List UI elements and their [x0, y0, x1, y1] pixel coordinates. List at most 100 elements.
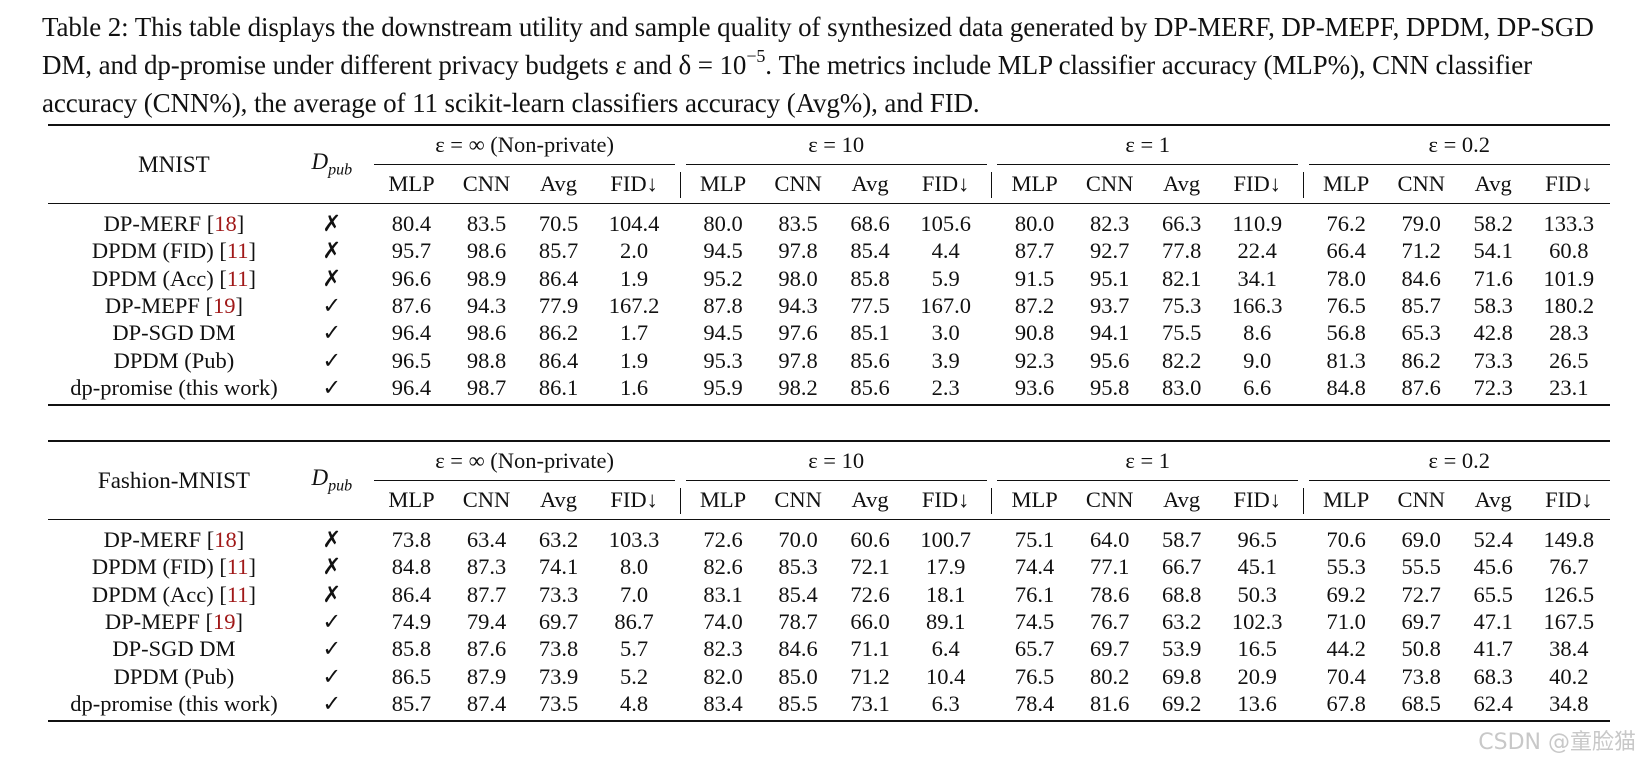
metric-value: 104.4	[608, 211, 660, 237]
metric-value: 79.4	[466, 609, 507, 635]
metric-value: 75.5	[1161, 320, 1202, 346]
metric-value: 86.4	[538, 265, 579, 291]
metric-value: 69.7	[538, 609, 579, 635]
table-row: DPDM (FID) [11] ✗ 95.7 98.6 85.7 2.0 94.5 97.8 8…	[48, 237, 1610, 264]
citation-link[interactable]: 11	[226, 554, 249, 580]
metric-value: 68.6	[850, 211, 890, 237]
metric-value: 6.6	[1243, 374, 1272, 400]
metric-header: MLP	[1011, 171, 1058, 196]
results-table: Fashion-MNIST Dpub ε = ∞ (Non-private) ε = …	[48, 440, 1610, 722]
metric-value: 105.6	[920, 211, 971, 237]
metric-value: 77.9	[538, 293, 579, 319]
metric-value: 86.1	[538, 374, 579, 400]
metric-value: 95.9	[703, 374, 743, 400]
metric-value: 23.1	[1549, 374, 1589, 400]
metric-value: 3.0	[931, 320, 960, 346]
metric-value: 95.8	[1089, 374, 1130, 400]
metric-header: MLP	[1323, 487, 1370, 512]
metric-value: 83.4	[703, 690, 743, 716]
metric-value: 68.5	[1401, 690, 1441, 716]
metric-value: 86.4	[538, 347, 579, 373]
metric-value: 73.8	[538, 636, 579, 662]
metric-value: 8.6	[1243, 320, 1272, 346]
metric-value: 167.2	[608, 293, 660, 319]
metric-value: 91.5	[1014, 265, 1055, 291]
metric-header: Avg	[539, 171, 578, 196]
citation-link[interactable]: 19	[213, 293, 236, 319]
method-name: DPDM (FID) [11]	[91, 554, 257, 580]
table-caption: Table 2: This table displays the downstr…	[42, 12, 1594, 118]
metric-value: 87.2	[1014, 293, 1055, 319]
metric-value: 5.2	[620, 663, 649, 689]
citation-link[interactable]: 18	[214, 211, 237, 237]
table-row: DP-MERF [18] ✗ 80.4 83.5 70.5 104.4 80.0 83.5 68…	[48, 203, 1610, 238]
metric-value: 80.0	[703, 211, 743, 237]
metric-value: 1.6	[620, 374, 649, 400]
citation-link[interactable]: 19	[213, 609, 236, 635]
metric-value: 72.3	[1473, 374, 1513, 400]
metric-value: 67.8	[1326, 690, 1366, 716]
metric-value: 78.0	[1326, 265, 1366, 291]
dpub-mark: ✗	[322, 238, 342, 264]
method-name: dp-promise (this work)	[70, 374, 278, 400]
metric-header: Avg	[1163, 171, 1201, 196]
citation-link[interactable]: 11	[226, 238, 249, 264]
method-name: DP-MERF [18]	[103, 211, 245, 237]
metric-value: 83.5	[466, 211, 507, 237]
metric-value: 73.8	[1401, 663, 1441, 689]
dpub-mark: ✓	[322, 690, 342, 716]
metric-value: 75.1	[1014, 527, 1055, 553]
metric-value: 87.8	[703, 293, 743, 319]
metric-value: 73.1	[850, 690, 890, 716]
metric-value: 5.7	[620, 636, 649, 662]
metric-value: 85.3	[778, 554, 818, 580]
metric-header: MLP	[699, 487, 747, 512]
metric-value: 55.3	[1326, 554, 1366, 580]
metric-header: FID↓	[921, 171, 970, 196]
metric-value: 1.9	[620, 347, 649, 373]
metric-value: 66.3	[1161, 211, 1202, 237]
metric-value: 110.9	[1232, 211, 1283, 237]
metric-value: 56.8	[1326, 320, 1366, 346]
metric-value: 72.1	[850, 554, 890, 580]
metric-value: 85.6	[850, 347, 890, 373]
metric-value: 85.4	[778, 581, 818, 607]
metric-value: 87.6	[466, 636, 507, 662]
metric-value: 70.6	[1326, 527, 1366, 553]
metric-value: 98.9	[466, 265, 507, 291]
metric-value: 6.3	[931, 690, 960, 716]
metric-value: 55.5	[1401, 554, 1441, 580]
epsilon-group-header: ε = 10	[685, 441, 987, 481]
metric-value: 13.6	[1237, 690, 1277, 716]
metric-value: 96.4	[391, 374, 432, 400]
metric-value: 28.3	[1549, 320, 1589, 346]
epsilon-group-header: ε = ∞ (Non-private)	[373, 125, 676, 165]
metric-value: 70.0	[778, 527, 818, 553]
citation-link[interactable]: 11	[226, 265, 249, 291]
dpub-mark: ✗	[322, 265, 342, 291]
metric-value: 72.6	[850, 581, 890, 607]
metric-value: 133.3	[1543, 211, 1595, 237]
metric-header: FID↓	[921, 487, 970, 512]
metric-value: 60.6	[850, 527, 890, 553]
metric-header: CNN	[462, 487, 511, 512]
dpub-mark: ✓	[322, 293, 342, 319]
method-name: DPDM (Acc) [11]	[91, 265, 257, 291]
metric-value: 69.2	[1161, 690, 1202, 716]
citation-link[interactable]: 11	[226, 581, 249, 607]
metric-value: 5.9	[931, 265, 960, 291]
metric-value: 85.1	[850, 320, 890, 346]
metric-value: 92.3	[1014, 347, 1055, 373]
metric-header: Avg	[1163, 487, 1201, 512]
citation-link[interactable]: 18	[214, 527, 237, 553]
method-name: DPDM (FID) [11]	[91, 238, 257, 264]
metric-value: 94.5	[703, 320, 743, 346]
metric-value: 85.8	[391, 636, 432, 662]
metric-value: 75.3	[1161, 293, 1202, 319]
metric-value: 45.1	[1237, 554, 1277, 580]
metric-value: 18.1	[925, 581, 966, 607]
table-row: DP-MEPF [19] ✓ 87.6 94.3 77.9 167.2 87.8 94.3 77…	[48, 292, 1610, 319]
metric-value: 66.4	[1326, 238, 1366, 264]
